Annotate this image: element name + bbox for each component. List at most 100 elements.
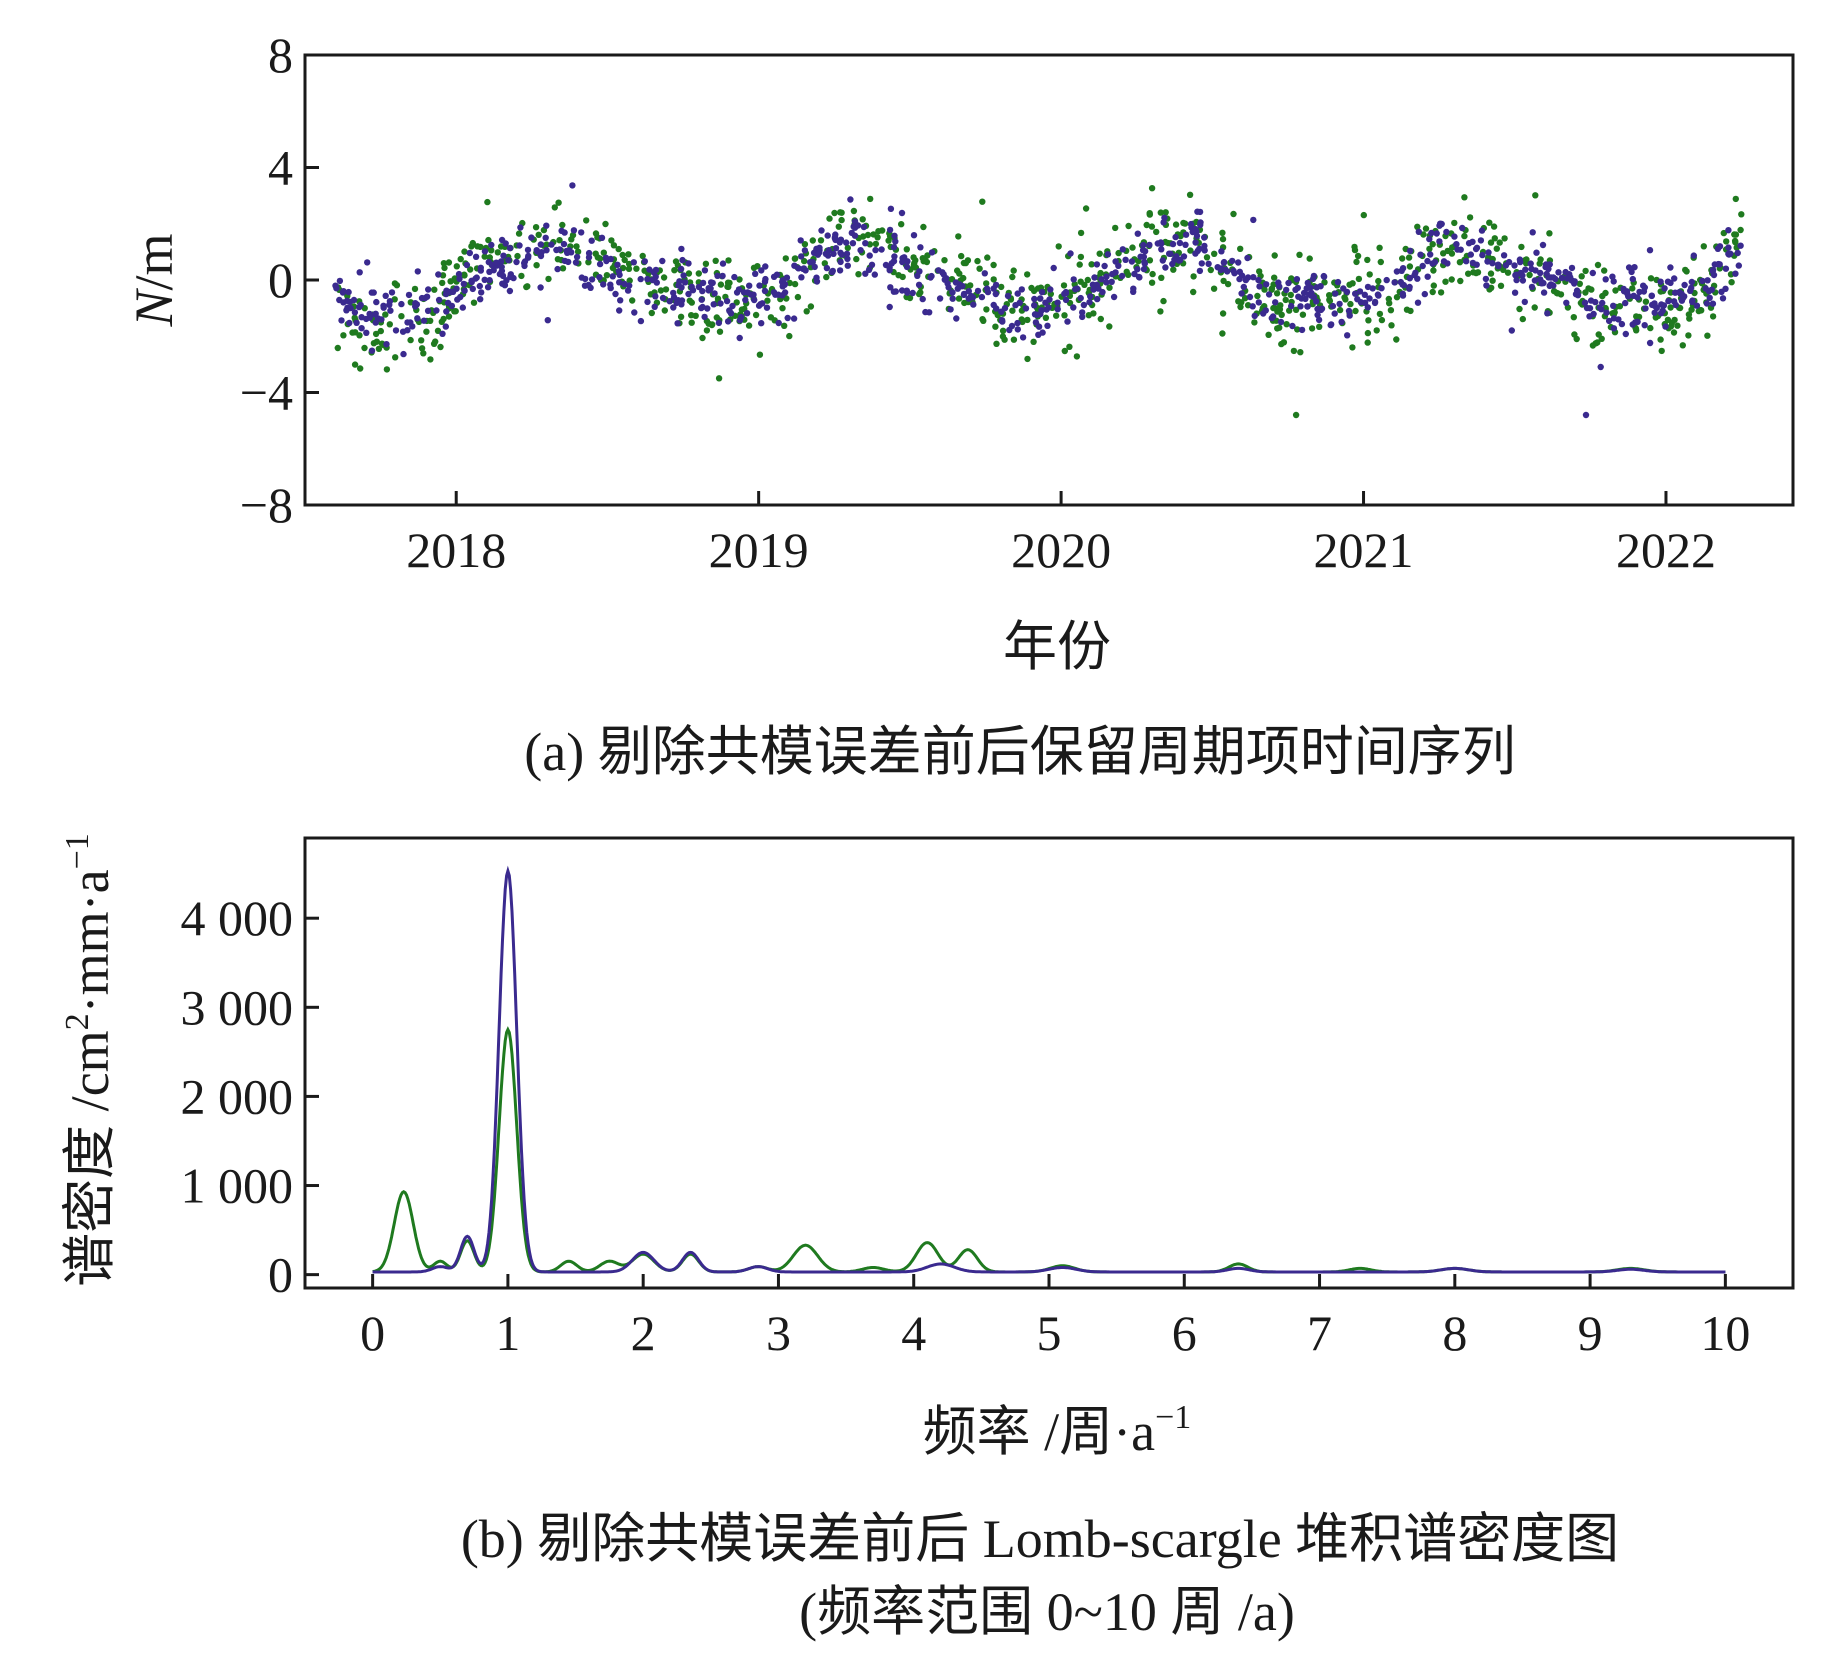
data-point [1486,219,1493,226]
data-point [752,311,760,319]
data-point [1236,275,1243,283]
data-point [1250,274,1257,281]
data-point [1314,305,1321,313]
data-point [585,254,593,261]
data-point [743,310,751,317]
data-point [499,280,506,287]
data-point [1522,266,1529,273]
data-point [1708,286,1716,293]
data-point [736,334,743,342]
data-point [1022,305,1030,312]
data-point [813,274,820,281]
data-point [1140,241,1147,249]
data-point [1430,282,1438,289]
data-point [481,248,489,255]
data-point [801,247,809,254]
data-point [886,267,893,274]
scatter-points [332,182,1745,419]
data-point [583,217,590,224]
data-point [952,279,960,286]
data-point [1670,329,1678,336]
data-point [1377,258,1385,266]
data-point [1084,276,1092,284]
data-point [872,246,879,254]
data-point [364,259,371,266]
data-point [970,301,977,308]
data-point [738,313,745,321]
data-point [382,311,389,318]
series-line-green [372,1026,1726,1274]
data-point [641,258,648,265]
data-point [910,254,917,261]
data-point [481,276,488,283]
data-point [486,268,493,275]
data-point [998,308,1005,315]
data-point [399,328,407,335]
data-point [435,271,442,278]
data-point [507,273,514,281]
data-point [814,251,822,258]
data-point [412,303,419,310]
data-point [832,236,839,244]
data-point [1110,293,1118,301]
data-point [1371,299,1379,307]
data-point [677,313,685,320]
y-tick-label: 2 000 [181,1068,294,1124]
data-point [1160,297,1167,305]
data-point [661,307,668,314]
data-point [1444,247,1451,255]
data-point [357,301,364,309]
data-point [336,277,344,285]
data-point [786,332,793,340]
data-point [1399,265,1407,272]
data-point [809,237,816,244]
data-point [598,234,606,241]
data-point [1518,243,1525,251]
data-point [1098,276,1105,283]
data-point [473,274,480,281]
data-point [1477,237,1485,244]
data-point [1349,344,1356,351]
data-point [1313,284,1320,291]
data-point [746,282,753,289]
data-point [1419,262,1426,270]
data-point [626,282,633,289]
data-point [764,297,771,304]
data-point [484,284,492,291]
x-tick-label: 5 [1037,1305,1062,1361]
data-point [544,317,551,324]
data-point [1276,324,1283,331]
data-point [1647,324,1654,332]
data-point [537,284,544,291]
data-point [1661,285,1668,292]
data-point [1532,267,1539,274]
data-point [585,259,592,266]
data-point [1097,269,1104,277]
data-point [1066,343,1073,350]
data-point [1531,277,1539,284]
data-point [548,241,555,248]
data-point [1709,300,1717,307]
data-point [1403,306,1411,313]
data-point [488,241,495,249]
data-point [1334,278,1342,286]
data-point [1112,224,1119,232]
data-point [615,245,622,253]
data-point [1399,255,1406,262]
data-point [890,258,898,265]
data-point [1354,252,1362,260]
data-point [1159,257,1167,264]
x-axis-label-a: 年份 [1003,617,1111,677]
data-point [1693,302,1701,309]
data-point [639,252,646,260]
data-point [637,275,644,283]
data-point [1364,304,1372,311]
data-point [1678,290,1685,298]
data-point [1737,226,1744,234]
series-purple [332,182,1744,419]
data-point [1461,232,1468,240]
data-point [351,309,359,316]
data-point [1062,290,1070,297]
data-point [751,296,758,304]
data-point [662,286,670,293]
